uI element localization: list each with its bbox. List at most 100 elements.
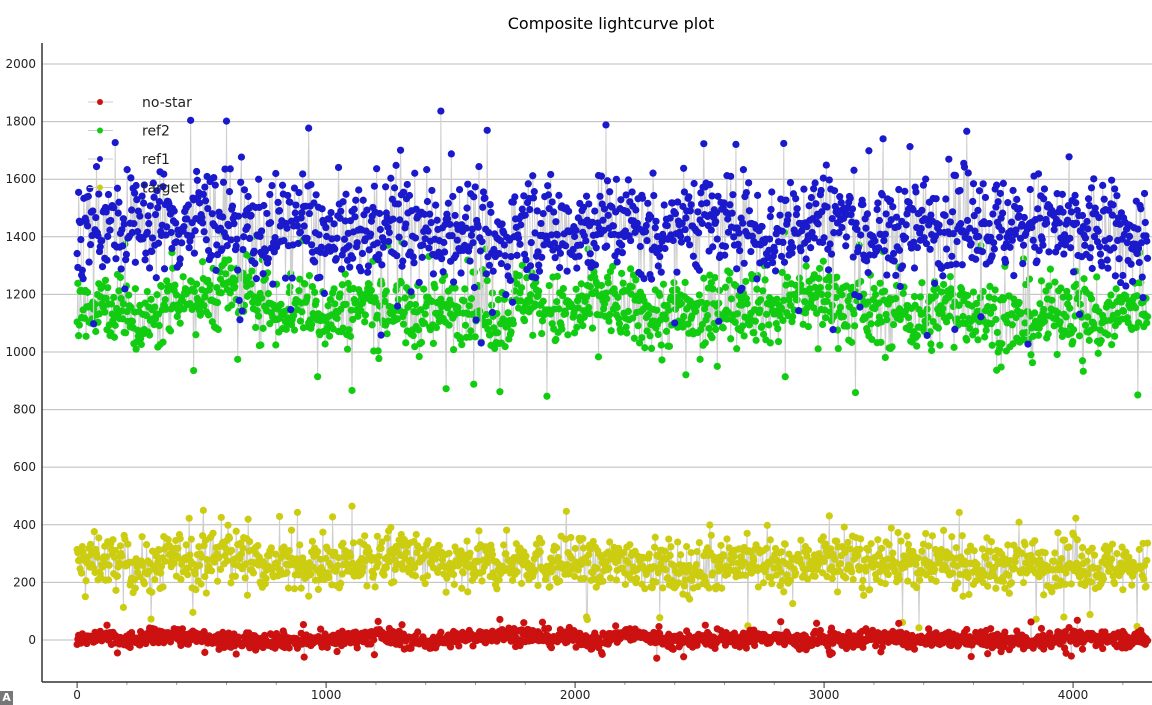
data-point xyxy=(305,271,314,280)
data-point xyxy=(752,336,760,344)
data-point xyxy=(189,608,197,616)
data-point xyxy=(579,322,587,330)
data-point xyxy=(881,353,889,362)
data-point xyxy=(559,284,567,293)
data-point xyxy=(155,198,163,206)
data-point xyxy=(686,297,694,305)
data-point xyxy=(225,188,234,196)
data-point xyxy=(470,283,479,292)
data-point xyxy=(819,533,827,541)
data-point xyxy=(580,574,588,583)
data-point xyxy=(337,207,345,215)
data-point xyxy=(296,275,304,283)
data-point xyxy=(667,543,675,551)
data-point xyxy=(400,536,408,544)
data-point xyxy=(876,279,884,287)
data-point xyxy=(1060,613,1068,621)
data-point xyxy=(692,307,700,316)
data-point xyxy=(545,281,553,290)
data-point xyxy=(824,634,833,642)
data-point xyxy=(390,578,398,586)
data-point xyxy=(152,274,160,282)
data-point xyxy=(1134,391,1142,399)
data-point xyxy=(196,561,204,569)
data-point xyxy=(299,170,307,178)
data-point xyxy=(854,551,862,560)
data-point xyxy=(686,595,694,603)
data-point xyxy=(310,199,318,207)
data-point xyxy=(552,335,560,344)
data-point xyxy=(455,642,463,650)
data-point xyxy=(325,215,334,223)
data-point xyxy=(485,318,493,326)
data-point xyxy=(955,301,963,309)
data-point xyxy=(874,536,882,544)
data-point xyxy=(910,645,919,653)
data-point xyxy=(745,321,753,329)
data-point xyxy=(1045,282,1053,290)
data-point xyxy=(571,544,579,553)
data-point xyxy=(119,300,128,308)
data-point xyxy=(415,278,423,287)
data-point xyxy=(864,546,872,554)
data-point xyxy=(151,210,160,219)
data-point xyxy=(272,629,281,638)
data-point xyxy=(915,624,923,632)
data-point xyxy=(283,568,291,577)
data-point xyxy=(1056,318,1064,326)
data-point xyxy=(241,574,249,582)
series-no-star xyxy=(73,615,1152,662)
data-point xyxy=(348,502,356,510)
data-point xyxy=(93,553,101,561)
data-point xyxy=(816,283,824,292)
data-point xyxy=(435,542,443,550)
data-point xyxy=(503,526,511,534)
data-point xyxy=(275,207,284,215)
data-point xyxy=(553,272,562,280)
data-point xyxy=(122,250,131,259)
data-point xyxy=(498,220,506,228)
data-point xyxy=(401,294,409,302)
data-point xyxy=(612,622,620,630)
data-point xyxy=(77,569,86,577)
data-point xyxy=(232,242,240,250)
data-point xyxy=(958,532,966,540)
data-point xyxy=(237,178,245,186)
data-point xyxy=(116,542,125,550)
data-point xyxy=(278,181,287,189)
data-point xyxy=(1028,359,1037,367)
data-point xyxy=(349,539,358,547)
data-point xyxy=(644,311,653,319)
data-point xyxy=(407,288,415,296)
data-point xyxy=(393,302,402,310)
data-point xyxy=(78,266,86,274)
data-point xyxy=(475,162,483,171)
data-point xyxy=(679,323,687,331)
data-point xyxy=(732,282,740,290)
data-point xyxy=(986,282,994,290)
data-point xyxy=(376,209,384,218)
data-point xyxy=(1143,312,1152,321)
data-point xyxy=(875,299,883,307)
data-point xyxy=(136,212,144,220)
data-point xyxy=(96,243,104,251)
data-point xyxy=(463,204,471,212)
data-point xyxy=(442,588,450,596)
data-point xyxy=(337,579,345,588)
data-point xyxy=(539,209,547,218)
data-point xyxy=(866,311,874,319)
data-point xyxy=(287,305,295,314)
data-point xyxy=(418,253,426,261)
data-point xyxy=(887,524,895,532)
data-point xyxy=(463,537,471,545)
data-point xyxy=(149,179,157,187)
data-point xyxy=(630,334,638,342)
data-point xyxy=(506,276,514,284)
data-point xyxy=(233,235,241,243)
data-point xyxy=(1059,293,1067,301)
data-point xyxy=(177,575,185,584)
data-point xyxy=(445,321,453,329)
data-point xyxy=(153,291,161,299)
data-point xyxy=(603,557,611,565)
data-point xyxy=(534,581,542,590)
